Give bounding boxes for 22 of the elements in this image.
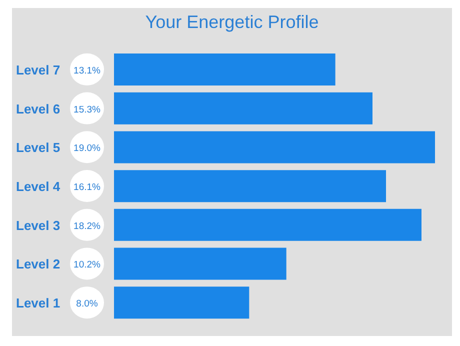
bar — [114, 92, 372, 124]
data-label: 16.1% — [74, 182, 102, 193]
y-tick-label: Level 6 — [16, 101, 60, 116]
bar — [114, 131, 435, 164]
y-tick-label: Level 4 — [16, 179, 61, 194]
data-label: 19.0% — [74, 143, 102, 154]
y-tick-label: Level 7 — [16, 62, 60, 78]
y-tick-label: Level 5 — [16, 140, 60, 156]
bar — [114, 248, 286, 280]
bar — [114, 170, 386, 202]
data-label: 15.3% — [74, 104, 102, 116]
bar — [114, 208, 422, 241]
y-tick-label: Level 2 — [16, 256, 60, 272]
y-tick-label: Level 3 — [16, 218, 60, 233]
data-label: 10.2% — [74, 260, 102, 271]
y-tick-label: Level 1 — [16, 296, 60, 311]
data-label: 13.1% — [74, 65, 102, 76]
chart-title: Your Energetic Profile — [144, 11, 320, 34]
data-label: 8.0% — [76, 298, 98, 310]
bar — [114, 53, 336, 86]
bar — [114, 286, 250, 319]
data-label: 18.2% — [74, 220, 102, 232]
